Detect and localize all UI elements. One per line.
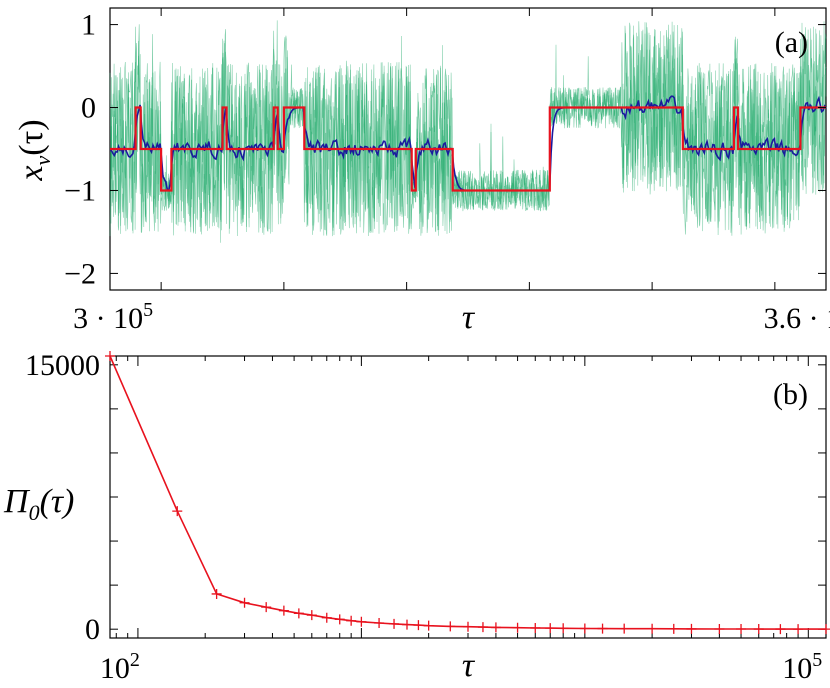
data-point (293, 608, 304, 619)
panel-a-step-trace (110, 106, 826, 192)
panel-a-ylabel: xν(τ) (13, 119, 55, 181)
data-point (597, 623, 608, 634)
data-point (389, 618, 400, 629)
data-point (512, 622, 523, 633)
data-point (445, 621, 456, 632)
data-point (374, 618, 385, 629)
y-tick-label: 0 (85, 613, 100, 646)
data-point (278, 605, 289, 616)
pi0-line (109, 355, 826, 630)
data-point (579, 623, 590, 634)
step-trace (110, 106, 826, 192)
panel-a-ticks: 1 0 −1 −2 3 · 105 3.6 · 105 (64, 8, 830, 335)
data-point (793, 624, 804, 635)
x-tick-label: 105 (782, 649, 822, 685)
data-point (423, 620, 434, 631)
data-point (346, 615, 357, 626)
panel-a-xlabel: τ (462, 299, 476, 336)
panel-b-frame (109, 355, 827, 639)
y-tick-label: 1 (81, 9, 96, 42)
data-point (401, 619, 412, 630)
noisy-trace (109, 21, 827, 237)
data-point (736, 624, 747, 635)
y-tick-label: −1 (64, 174, 96, 207)
y-tick-label: −2 (64, 257, 96, 290)
data-point (619, 623, 630, 634)
data-point (211, 588, 222, 599)
data-point (668, 623, 679, 634)
panel-a-noisy-traces (109, 20, 827, 243)
data-point (413, 620, 424, 631)
data-point (490, 622, 501, 633)
data-point (172, 506, 183, 517)
data-point (239, 597, 250, 608)
data-point (356, 616, 367, 627)
data-point (558, 623, 569, 634)
panel-a: 1 0 −1 −2 3 · 105 3.6 · 105 (a) xν(τ) τ (13, 7, 830, 336)
data-point (463, 621, 473, 632)
y-tick-label: 0 (81, 92, 96, 125)
data-point (105, 351, 115, 361)
data-point (261, 602, 272, 613)
data-point (306, 610, 317, 621)
panel-b-ylabel: Π0(τ) (3, 483, 74, 525)
panel-b-series (105, 351, 830, 635)
data-point (686, 623, 697, 634)
x-tick-label: 3.6 · 105 (764, 299, 830, 335)
panel-b-xlabel: τ (462, 647, 476, 684)
data-point (821, 624, 830, 635)
y-tick-label: 15000 (25, 349, 100, 382)
data-point (714, 623, 725, 634)
panel-a-label: (a) (775, 26, 808, 59)
x-tick-label: 102 (100, 649, 140, 685)
data-point (334, 614, 345, 625)
data-point (647, 623, 658, 634)
panel-b-label: (b) (773, 378, 808, 411)
svg-text:xν(τ): xν(τ) (13, 119, 55, 181)
data-point (321, 612, 332, 623)
data-point (530, 622, 541, 633)
x-tick-label: 3 · 105 (73, 299, 153, 335)
data-point (753, 624, 764, 635)
data-point (775, 624, 786, 635)
data-point (477, 622, 488, 633)
data-point (545, 623, 556, 634)
svg-text:Π0(τ): Π0(τ) (3, 483, 74, 525)
